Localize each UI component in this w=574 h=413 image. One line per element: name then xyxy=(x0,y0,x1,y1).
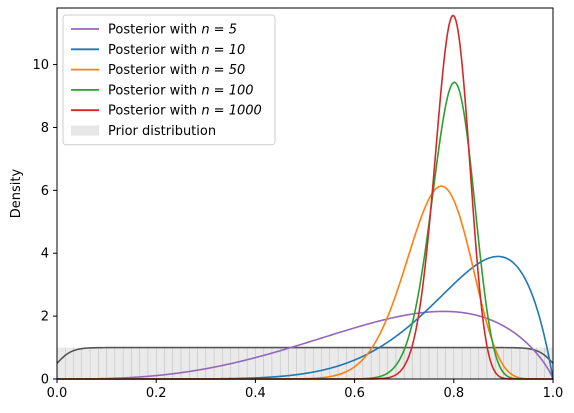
y-tick-label: 2 xyxy=(41,310,49,325)
y-axis: 0 2 4 6 8 10 xyxy=(32,58,57,388)
prior-density-line xyxy=(56,346,554,364)
x-tick-label: 0.4 xyxy=(245,386,266,401)
y-tick-label: 8 xyxy=(41,121,49,136)
legend-label: Posterior with n = 100 xyxy=(108,83,254,98)
y-tick-label: 0 xyxy=(41,373,49,388)
x-tick-label: 0.8 xyxy=(443,386,464,401)
legend-label: Posterior with n = 10 xyxy=(108,43,245,58)
legend-prior-swatch xyxy=(71,125,99,136)
legend-label: Posterior with n = 50 xyxy=(108,63,245,78)
y-tick-label: 4 xyxy=(41,247,49,262)
legend-box xyxy=(62,14,276,146)
y-tick-label: 10 xyxy=(32,58,49,73)
plot-frame xyxy=(56,7,554,380)
x-tick-label: 0.6 xyxy=(344,386,365,401)
x-axis: 0.0 0.2 0.4 0.6 0.8 1.0 xyxy=(47,379,564,401)
legend-prior-label: Prior distribution xyxy=(108,124,216,139)
posterior-line-1 xyxy=(57,310,554,380)
x-tick-label: 1.0 xyxy=(543,386,564,401)
legend-label: Posterior with n = 1000 xyxy=(108,104,262,119)
prior-distribution xyxy=(56,346,554,379)
x-tick-label: 0.2 xyxy=(146,386,167,401)
legend-label: Posterior with n = 5 xyxy=(108,23,237,38)
y-axis-label: Density xyxy=(9,168,24,218)
legend: Posterior with n = 5 Posterior with n = 1… xyxy=(62,14,276,146)
y-tick-label: 6 xyxy=(41,184,49,199)
x-tick-label: 0.0 xyxy=(47,386,68,401)
